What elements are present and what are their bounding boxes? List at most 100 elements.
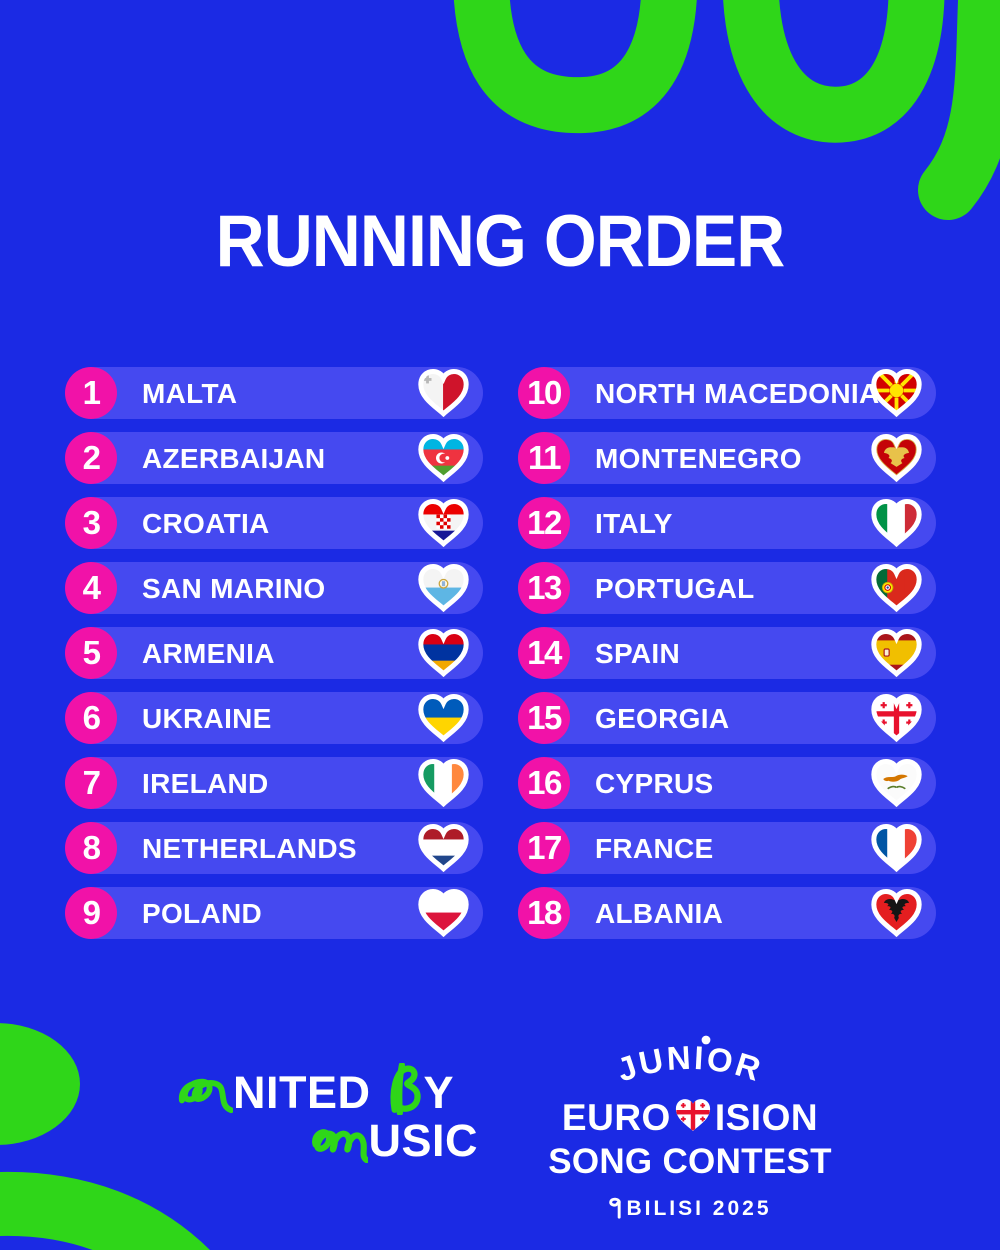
country-name: ITALY	[595, 508, 673, 539]
running-order-row: 11 MONTENEGRO	[518, 432, 936, 484]
running-order-row: 15 GEORGIA	[518, 692, 936, 744]
position-number: 17	[527, 829, 562, 866]
position-number: 7	[82, 764, 101, 801]
running-order-row: 17 FRANCE	[518, 822, 936, 874]
running-order-row: 6 UKRAINE	[65, 692, 483, 744]
position-number: 10	[527, 374, 562, 411]
position-number: 6	[82, 699, 101, 736]
country-name: IRELAND	[142, 768, 269, 799]
running-order-row: 13 PORTUGAL	[518, 562, 936, 614]
position-number-badge: 17	[518, 822, 570, 874]
flag-heart-ie-icon	[417, 758, 470, 808]
squiggle-top-right-icon	[453, 0, 1000, 220]
country-name: CROATIA	[142, 508, 270, 539]
united-by-music-logo: NITED Y USIC	[178, 1063, 478, 1163]
b-squiggle-icon	[384, 1063, 424, 1115]
georgia-flag-heart-icon	[673, 1097, 713, 1134]
country-name: POLAND	[142, 898, 263, 929]
country-name: FRANCE	[595, 833, 714, 864]
position-number: 12	[527, 504, 562, 541]
flag-heart-me-icon	[870, 433, 923, 483]
ubm-text-usic: USIC	[368, 1115, 478, 1166]
flag-heart-pl-icon	[417, 888, 470, 938]
position-number-badge: 3	[65, 497, 117, 549]
flag-heart-sm-icon	[417, 563, 470, 613]
position-number-badge: 14	[518, 627, 570, 679]
jesc-eurovision-line: EURO ISION	[520, 1097, 860, 1139]
flag-heart-hr-icon	[417, 498, 470, 548]
squiggle-bottom-left-icon	[0, 1023, 210, 1250]
junior-i-dot	[701, 1035, 711, 1045]
running-order-row: 10 NORTH MACEDONIA	[518, 367, 936, 419]
ubm-text-y: Y	[423, 1067, 455, 1118]
running-order-row: 16 CYPRUS	[518, 757, 936, 809]
country-name: NETHERLANDS	[142, 833, 357, 864]
country-name: NORTH MACEDONIA	[595, 378, 880, 409]
country-name: SPAIN	[595, 638, 680, 669]
m-squiggle-icon	[310, 1124, 369, 1163]
jesc-logo: JUNIOR EURO ISION SONG CONTEST BILISI 20…	[520, 1031, 860, 1221]
position-number-badge: 2	[65, 432, 117, 484]
position-number-badge: 5	[65, 627, 117, 679]
flag-heart-pt-icon	[870, 563, 923, 613]
country-name: ALBANIA	[595, 898, 724, 929]
position-number: 13	[527, 569, 562, 606]
jesc-junior-text: JUNIOR	[612, 1039, 764, 1089]
country-name: ARMENIA	[142, 638, 275, 669]
flag-heart-mt-icon	[417, 368, 470, 418]
position-number-badge: 18	[518, 887, 570, 939]
position-number: 2	[82, 439, 101, 476]
ubm-text-nited: NITED	[233, 1067, 371, 1118]
position-number-badge: 6	[65, 692, 117, 744]
country-name: CYPRUS	[595, 768, 714, 799]
jesc-text-ision: ISION	[714, 1097, 819, 1138]
position-number: 4	[82, 569, 101, 606]
position-number: 5	[82, 634, 101, 671]
flag-heart-mk-icon	[870, 368, 923, 418]
flag-heart-am-icon	[417, 628, 470, 678]
running-order-row: 2 AZERBAIJAN	[65, 432, 483, 484]
country-name: MONTENEGRO	[595, 443, 802, 474]
flag-heart-az-icon	[417, 433, 470, 483]
running-order-row: 9 POLAND	[65, 887, 483, 939]
page-title: RUNNING ORDER	[215, 201, 786, 282]
running-order-list-right: 10 NORTH MACEDONIA 11 MONTENEGRO 12 ITAL…	[518, 367, 936, 952]
flag-heart-nl-icon	[417, 823, 470, 873]
running-order-row: 5 ARMENIA	[65, 627, 483, 679]
position-number-badge: 7	[65, 757, 117, 809]
position-number: 15	[527, 699, 562, 736]
position-number: 14	[527, 634, 562, 671]
flag-heart-cy-icon	[870, 758, 923, 808]
position-number: 18	[527, 894, 562, 931]
country-name: AZERBAIJAN	[142, 443, 326, 474]
position-number: 16	[527, 764, 562, 801]
flag-heart-fr-icon	[870, 823, 923, 873]
svg-text:JUNIOR: JUNIOR	[612, 1039, 767, 1089]
running-order-row: 3 CROATIA	[65, 497, 483, 549]
running-order-row: 1 MALTA	[65, 367, 483, 419]
country-name: SAN MARINO	[142, 573, 326, 604]
running-order-list-left: 1 MALTA 2 AZERBAIJAN 3 CROATIA 4 SAN MAR…	[65, 367, 483, 952]
position-number-badge: 1	[65, 367, 117, 419]
position-number-badge: 16	[518, 757, 570, 809]
position-number: 8	[82, 829, 101, 866]
position-number-badge: 8	[65, 822, 117, 874]
position-number-badge: 10	[518, 367, 570, 419]
flag-heart-al-icon	[870, 888, 923, 938]
jesc-junior-arc: JUNIOR	[520, 1031, 860, 1101]
position-number-badge: 15	[518, 692, 570, 744]
position-number-badge: 11	[518, 432, 570, 484]
jesc-text-euro: EURO	[561, 1097, 671, 1138]
georgian-t-icon	[609, 1197, 622, 1219]
flag-heart-ua-icon	[417, 693, 470, 743]
running-order-row: 7 IRELAND	[65, 757, 483, 809]
flag-heart-es-icon	[870, 628, 923, 678]
jesc-song-contest: SONG CONTEST	[548, 1142, 832, 1181]
ubm-line-2: USIC	[178, 1118, 478, 1163]
position-number-badge: 4	[65, 562, 117, 614]
country-name: PORTUGAL	[595, 573, 755, 604]
flag-heart-ge-icon	[870, 693, 923, 743]
flag-heart-it-icon	[870, 498, 923, 548]
running-order-row: 14 SPAIN	[518, 627, 936, 679]
